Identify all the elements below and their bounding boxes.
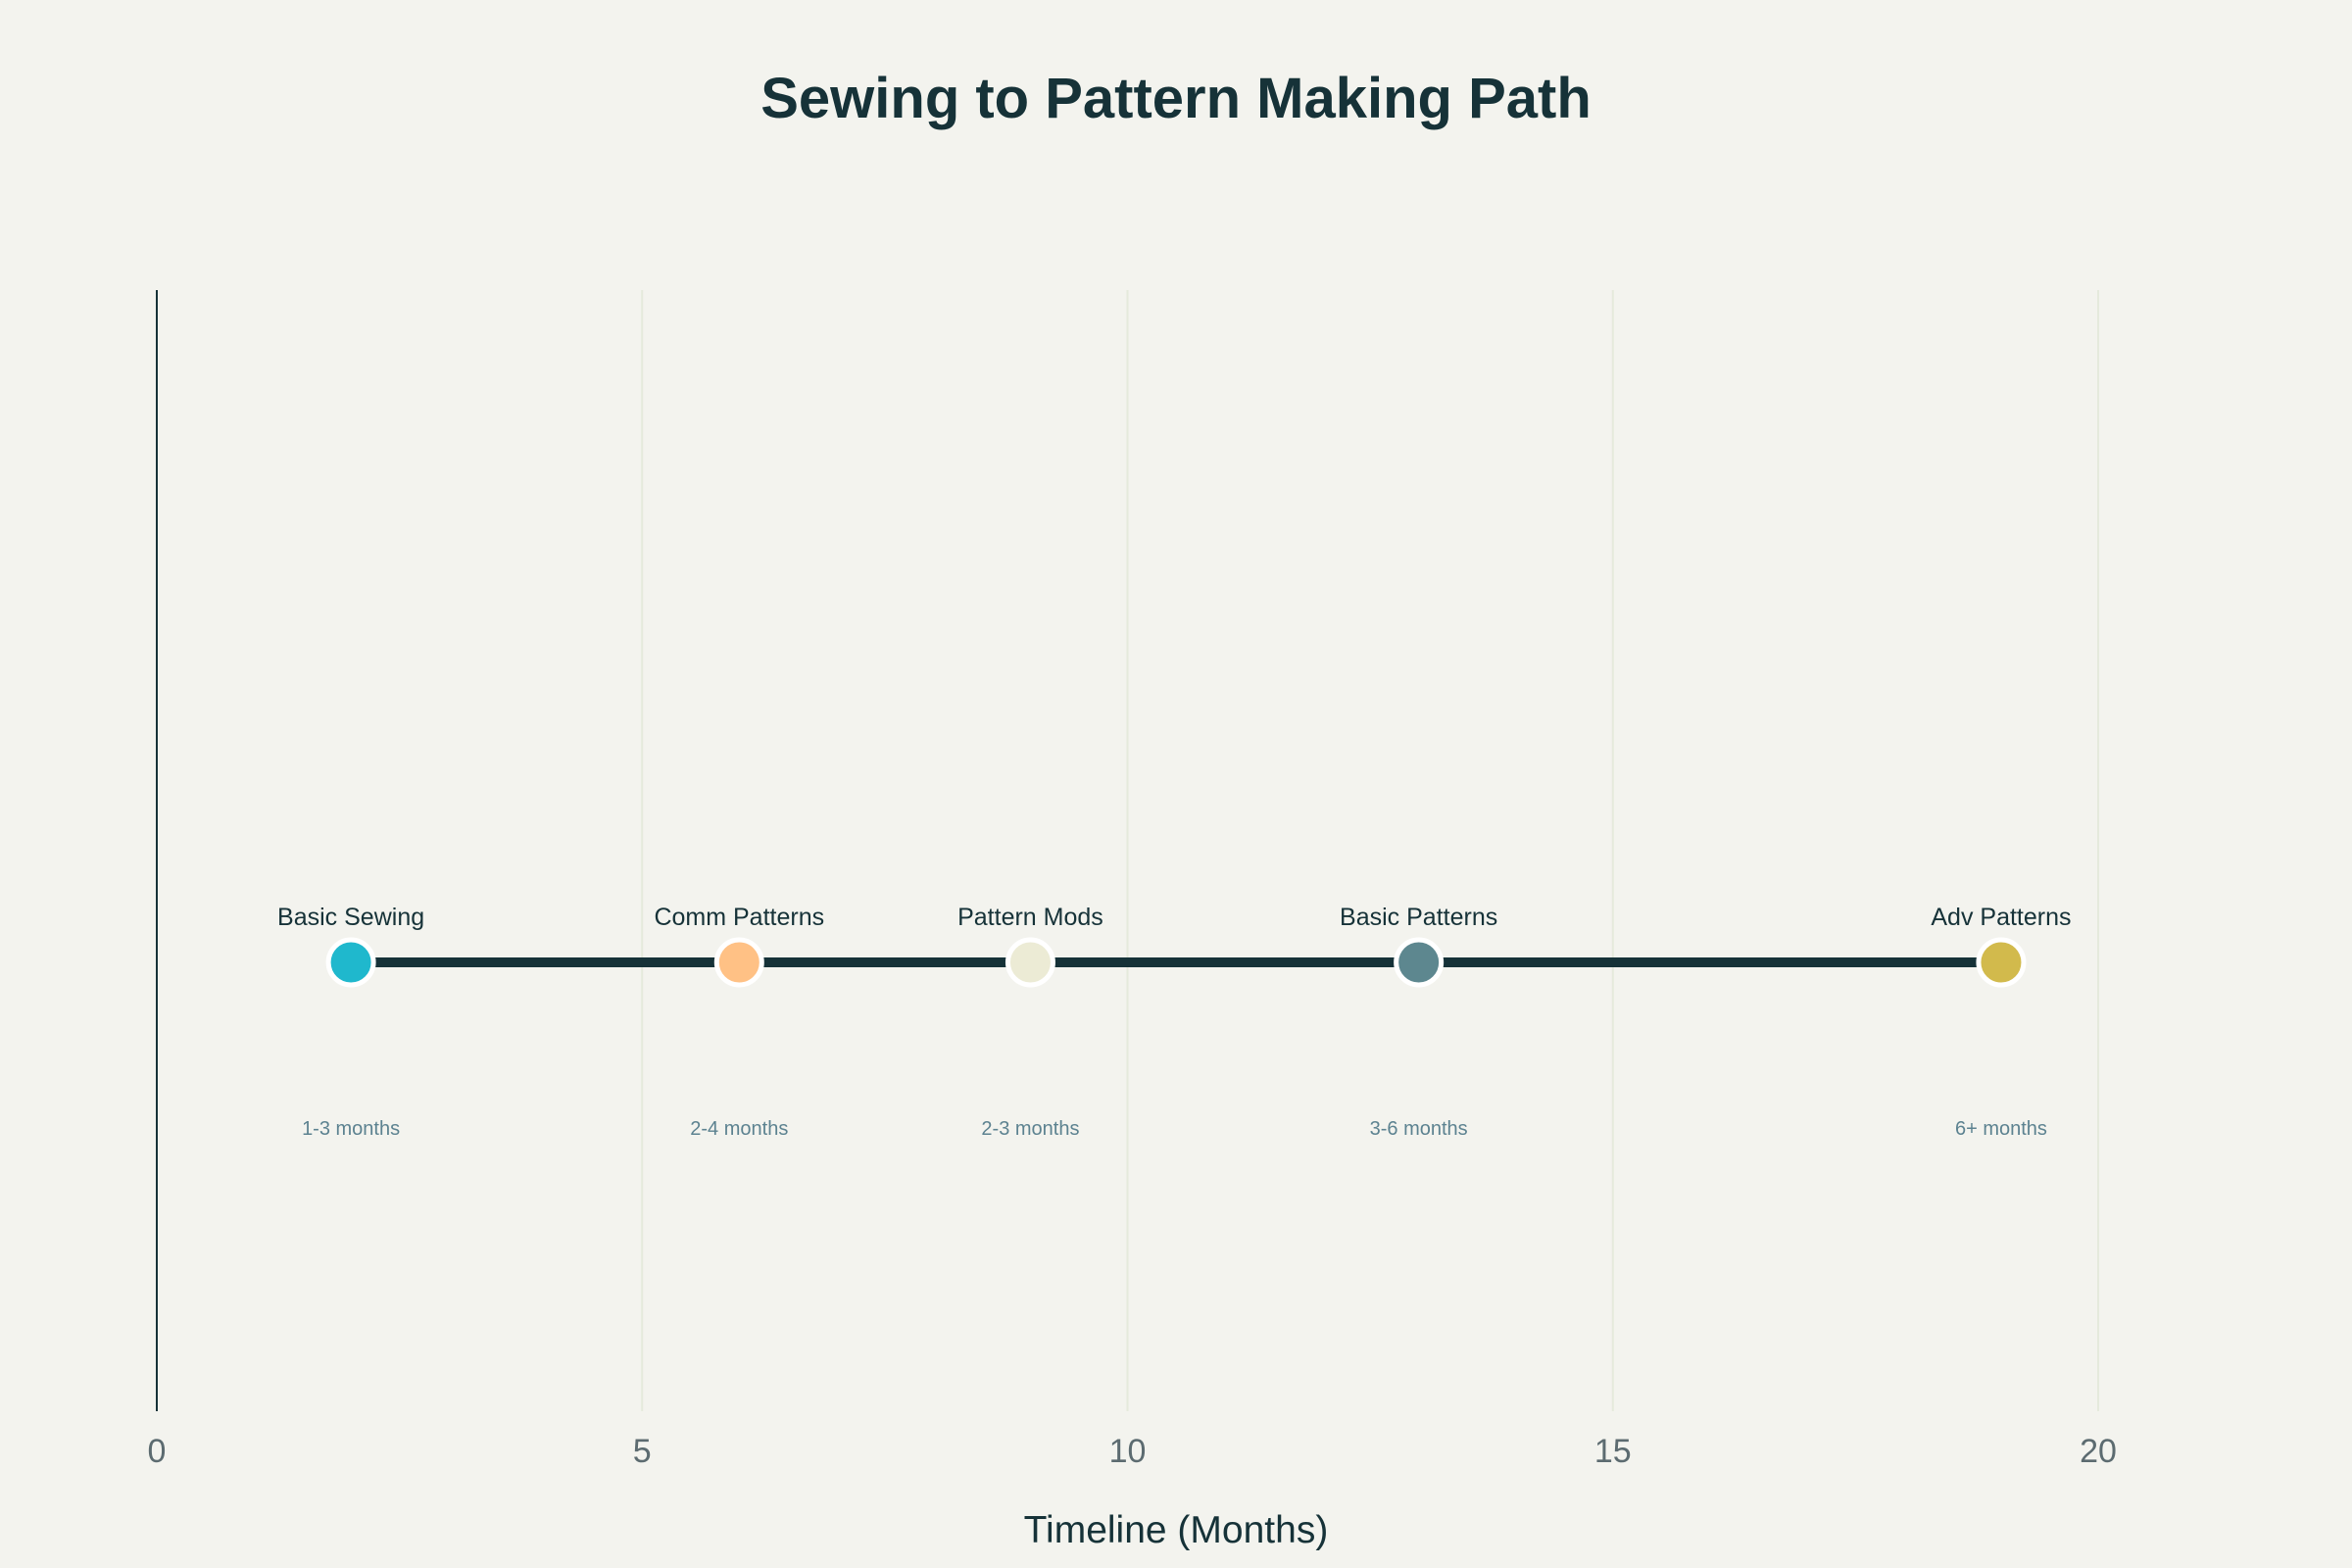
milestone-marker [1976, 937, 2027, 988]
timeline-series [325, 937, 2027, 988]
x-tick-label: 10 [1109, 1433, 1147, 1470]
chart-title: Sewing to Pattern Making Path [760, 67, 1592, 130]
milestone-label: Pattern Mods [957, 904, 1103, 931]
milestone-label: Comm Patterns [654, 904, 824, 931]
duration-label: 2-4 months [690, 1118, 788, 1140]
duration-label: 3-6 months [1370, 1118, 1468, 1140]
duration-label: 6+ months [1955, 1118, 2047, 1140]
milestone-labels: Basic Sewing 1-3 months Comm Patterns 2-4 m… [277, 904, 2071, 1140]
duration-label: 2-3 months [981, 1118, 1079, 1140]
duration-label: 1-3 months [302, 1118, 400, 1140]
milestone-label: Basic Patterns [1340, 904, 1497, 931]
x-axis-title: Timeline (Months) [1024, 1509, 1329, 1551]
milestone-marker [1394, 937, 1445, 988]
grid-layer [641, 290, 2099, 1411]
milestone-marker [325, 937, 376, 988]
x-tick-label: 0 [148, 1433, 167, 1470]
x-tick-label: 15 [1594, 1433, 1632, 1470]
milestone-label: Adv Patterns [1931, 904, 2071, 931]
milestone-label: Basic Sewing [277, 904, 424, 931]
x-tick-labels: 0 5 10 15 20 [148, 1433, 2117, 1470]
x-tick-label: 5 [633, 1433, 652, 1470]
x-tick-label: 20 [2080, 1433, 2117, 1470]
milestone-marker [713, 937, 764, 988]
milestone-marker [1004, 937, 1055, 988]
